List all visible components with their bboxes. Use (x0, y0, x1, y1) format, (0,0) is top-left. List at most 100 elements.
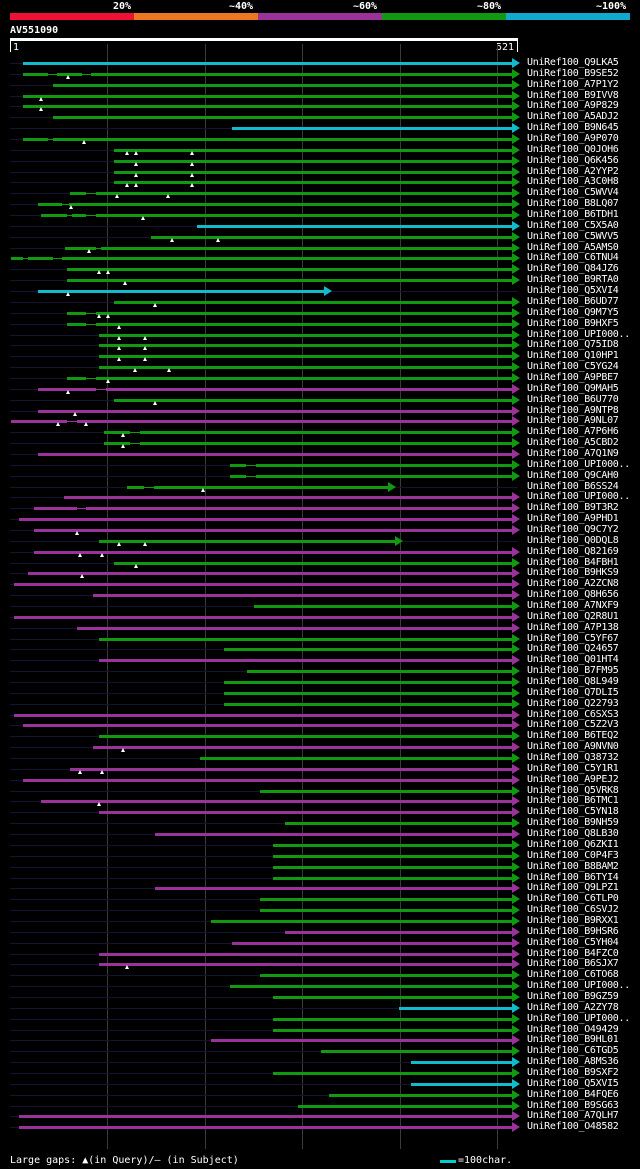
hit-label[interactable]: UniRef100_Q8LB30 (527, 828, 619, 840)
hit-row[interactable]: UniRef100_C6TNU4 (0, 252, 640, 264)
hit-label[interactable]: UniRef100_Q75ID8 (527, 339, 619, 351)
hit-row[interactable]: UniRef100_C5YF67 (0, 632, 640, 645)
hit-row[interactable]: UniRef100_Q9M7Y5 (0, 307, 640, 319)
hit-label[interactable]: UniRef100_B6UD77 (527, 295, 619, 307)
hit-row[interactable]: UniRef100_Q82169 (0, 546, 640, 558)
hit-label[interactable]: UniRef100_A9NTP8 (527, 404, 619, 416)
hit-row[interactable]: UniRef100_A9PHD1 (0, 513, 640, 525)
hit-label[interactable]: UniRef100_B9HKS9 (527, 567, 619, 579)
hit-label[interactable]: UniRef100_Q01HT4 (527, 654, 619, 666)
hit-label[interactable]: UniRef100_Q9CAH0 (527, 469, 619, 481)
hit-row[interactable]: UniRef100_Q38732 (0, 752, 640, 764)
hit-row[interactable]: UniRef100_B9HXF5 (0, 318, 640, 330)
hit-label[interactable]: UniRef100_C6SXS3 (527, 708, 619, 720)
hit-label[interactable]: UniRef100_A7NXF9 (527, 600, 619, 611)
hit-label[interactable]: UniRef100_C5YF67 (527, 632, 619, 644)
hit-row[interactable]: UniRef100_Q9LKA5 (0, 57, 640, 69)
hit-label[interactable]: UniRef100_B6TMC1 (527, 795, 619, 807)
hit-row[interactable]: UniRef100_Q0JOH6 (0, 144, 640, 156)
hit-label[interactable]: UniRef100_C6TGD5 (527, 1045, 619, 1057)
hit-row[interactable]: UniRef100_A7P6H6 (0, 426, 640, 438)
hit-row[interactable]: UniRef100_B4FBH1 (0, 556, 640, 569)
hit-label[interactable]: UniRef100_UPI000.. (527, 491, 630, 503)
hit-label[interactable]: UniRef100_A2ZCN8 (527, 578, 619, 590)
hit-label[interactable]: UniRef100_B9RXX1 (527, 914, 619, 926)
hit-label[interactable]: UniRef100_A9P070 (527, 133, 619, 145)
hit-label[interactable]: UniRef100_O48582 (527, 1121, 619, 1133)
hit-row[interactable]: UniRef100_Q8L949 (0, 676, 640, 688)
hit-label[interactable]: UniRef100_UPI000.. (527, 328, 630, 340)
hit-row[interactable]: UniRef100_A7P138 (0, 622, 640, 634)
hit-label[interactable]: UniRef100_A9P829 (527, 100, 619, 112)
hit-label[interactable]: UniRef100_Q0DQL8 (527, 534, 619, 546)
hit-label[interactable]: UniRef100_B4FBH1 (527, 556, 619, 568)
hit-label[interactable]: UniRef100_B9IVV8 (527, 89, 619, 101)
hit-label[interactable]: UniRef100_B9HL01 (527, 1034, 619, 1046)
hit-row[interactable]: UniRef100_UPI000.. (0, 328, 640, 341)
hit-label[interactable]: UniRef100_B6TYI4 (527, 871, 619, 883)
hit-row[interactable]: UniRef100_C5WVV4 (0, 187, 640, 199)
hit-row[interactable]: UniRef100_B9SG63 (0, 1100, 640, 1112)
hit-label[interactable]: UniRef100_Q38732 (527, 752, 619, 764)
hit-row[interactable]: UniRef100_A5ADJ2 (0, 111, 640, 123)
hit-label[interactable]: UniRef100_A5ADJ2 (527, 111, 619, 123)
hit-row[interactable]: UniRef100_B6U770 (0, 394, 640, 406)
hit-label[interactable]: UniRef100_A2YYP2 (527, 165, 619, 177)
hit-row[interactable]: UniRef100_A2ZCN8 (0, 578, 640, 590)
hit-row[interactable]: UniRef100_A3C0H8 (0, 176, 640, 188)
hit-label[interactable]: UniRef100_UPI000.. (527, 458, 630, 470)
hit-label[interactable]: UniRef100_Q8H656 (527, 589, 619, 601)
hit-row[interactable]: UniRef100_UPI000.. (0, 491, 640, 503)
hit-row[interactable]: UniRef100_Q0DQL8 (0, 534, 640, 547)
hit-row[interactable]: UniRef100_B9RXX1 (0, 914, 640, 927)
hit-row[interactable]: UniRef100_C0P4F3 (0, 850, 640, 862)
hit-label[interactable]: UniRef100_Q9C7Y2 (527, 523, 619, 535)
hit-label[interactable]: UniRef100_C5Y1R1 (527, 762, 619, 774)
hit-label[interactable]: UniRef100_B7FM95 (527, 665, 619, 677)
hit-row[interactable]: UniRef100_O49429 (0, 1024, 640, 1036)
hit-row[interactable]: UniRef100_Q9CAH0 (0, 469, 640, 482)
hit-label[interactable]: UniRef100_C6SVJ2 (527, 904, 619, 916)
hit-label[interactable]: UniRef100_A9NL07 (527, 415, 619, 427)
hit-row[interactable]: UniRef100_B6SJX7 (0, 958, 640, 970)
hit-label[interactable]: UniRef100_B9GZ59 (527, 990, 619, 1002)
hit-row[interactable]: UniRef100_B9SXF2 (0, 1067, 640, 1079)
hit-label[interactable]: UniRef100_B9SE52 (527, 67, 619, 79)
hit-row[interactable]: UniRef100_A7NXF9 (0, 600, 640, 612)
hit-label[interactable]: UniRef100_B4FZC0 (527, 947, 619, 959)
hit-row[interactable]: UniRef100_Q5XVI4 (0, 285, 640, 297)
hit-row[interactable]: UniRef100_A9NL07 (0, 415, 640, 427)
hit-row[interactable]: UniRef100_A9P070 (0, 133, 640, 145)
hit-row[interactable]: UniRef100_Q5VRK8 (0, 785, 640, 797)
hit-label[interactable]: UniRef100_A7QLH7 (527, 1110, 619, 1122)
hit-row[interactable]: UniRef100_UPI000.. (0, 980, 640, 992)
hit-row[interactable]: UniRef100_B4FZC0 (0, 947, 640, 960)
hit-label[interactable]: UniRef100_A9PBE7 (527, 371, 619, 383)
hit-label[interactable]: UniRef100_C5WVV5 (527, 230, 619, 242)
hit-row[interactable]: UniRef100_A9NVN0 (0, 741, 640, 753)
hit-row[interactable]: UniRef100_Q8H656 (0, 589, 640, 601)
hit-label[interactable]: UniRef100_A7P6H6 (527, 426, 619, 438)
hit-label[interactable]: UniRef100_A9PHD1 (527, 513, 619, 525)
hit-label[interactable]: UniRef100_Q22793 (527, 697, 619, 709)
hit-row[interactable]: UniRef100_Q01HT4 (0, 654, 640, 666)
hit-label[interactable]: UniRef100_A2ZY78 (527, 1001, 619, 1013)
hit-label[interactable]: UniRef100_C5X5A0 (527, 219, 619, 231)
hit-row[interactable]: UniRef100_Q9C7Y2 (0, 523, 640, 536)
hit-label[interactable]: UniRef100_B8LQ07 (527, 198, 619, 210)
hit-row[interactable]: UniRef100_Q6K456 (0, 154, 640, 167)
hit-label[interactable]: UniRef100_Q84JZ6 (527, 263, 619, 275)
hit-label[interactable]: UniRef100_A7Q1N9 (527, 447, 619, 459)
hit-row[interactable]: UniRef100_C5WVV5 (0, 230, 640, 243)
hit-row[interactable]: UniRef100_Q7DLI5 (0, 687, 640, 699)
hit-label[interactable]: UniRef100_C5WVV4 (527, 187, 619, 199)
hit-label[interactable]: UniRef100_B6TDH1 (527, 209, 619, 221)
hit-row[interactable]: UniRef100_B9T3R2 (0, 502, 640, 514)
hit-label[interactable]: UniRef100_Q6K456 (527, 154, 619, 166)
hit-row[interactable]: UniRef100_A7QLH7 (0, 1110, 640, 1122)
hit-label[interactable]: UniRef100_B9HSR6 (527, 925, 619, 937)
hit-label[interactable]: UniRef100_B9RTA0 (527, 274, 619, 286)
hit-row[interactable]: UniRef100_B6UD77 (0, 295, 640, 308)
hit-label[interactable]: UniRef100_B6SS24 (527, 480, 619, 492)
hit-row[interactable]: UniRef100_Q9LPZ1 (0, 882, 640, 894)
